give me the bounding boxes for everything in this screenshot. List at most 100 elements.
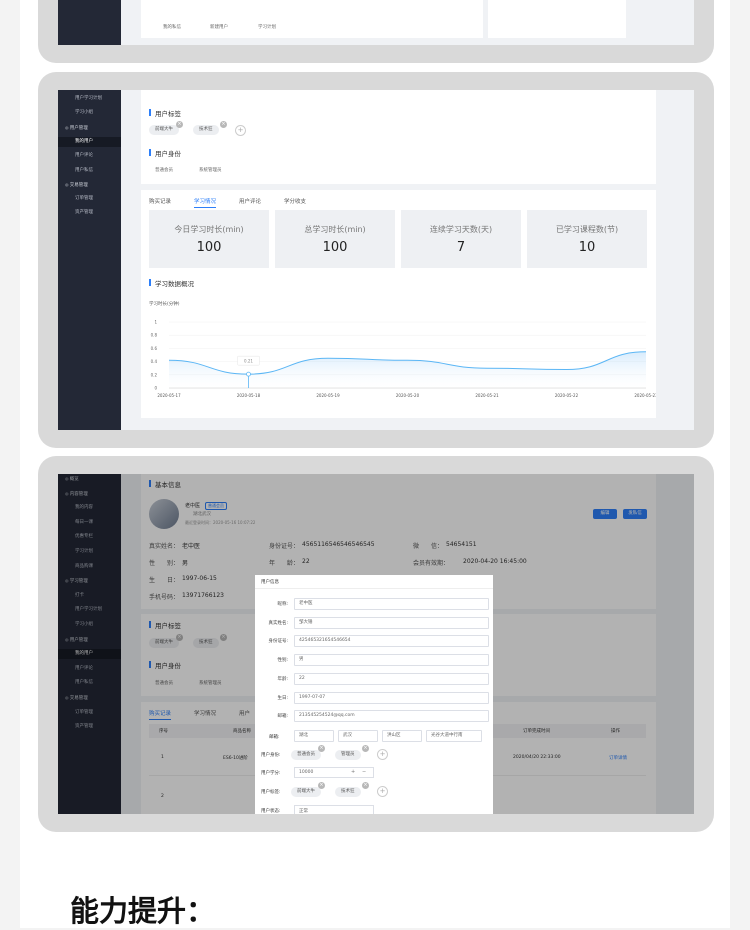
tag-remove-icon[interactable]: × [318, 782, 325, 789]
sidebar-item[interactable]: ◎ 交易管理 [58, 180, 121, 190]
x-tick-label: 2020-05-18 [237, 393, 261, 398]
sidebar-item[interactable]: 资产管理 [58, 208, 121, 218]
section-marker [149, 279, 151, 286]
modal-field: 性别:男 [261, 654, 491, 666]
field-input[interactable]: 425465321654546654 [294, 635, 489, 647]
city-select[interactable]: 武汉 [338, 730, 388, 742]
plus-icon[interactable]: + [351, 769, 355, 775]
x-tick-label: 2020-05-20 [396, 393, 420, 398]
user-tag[interactable]: 前端大牛 [149, 125, 179, 135]
field-input[interactable]: 22 [294, 673, 489, 685]
y-tick-label: 0.6 [151, 346, 158, 351]
address-input[interactable]: 光谷大道中行南 [426, 730, 486, 742]
stat-value: 100 [275, 240, 395, 255]
modal-field: 真实姓名: 邹大锤 [261, 617, 491, 629]
screenshot-3: ◎ 概览◎ 内容管理我的内容每日一课优惠专栏学习计划商品购课◎ 学习管理打卡用户… [58, 474, 694, 814]
section-marker [149, 109, 151, 116]
select-value: 湖北 [294, 730, 334, 742]
chart-ylabel: 学习时长(分钟) [149, 301, 180, 307]
screenshot-card-3: ◎ 概览◎ 内容管理我的内容每日一课优惠专栏学习计划商品购课◎ 学习管理打卡用户… [38, 456, 714, 832]
user-tag[interactable]: 前端大牛 [291, 787, 321, 797]
tag-label: 前端大牛 [297, 789, 315, 794]
field-label: 身份证号: [268, 638, 288, 644]
y-tick-label: 1 [154, 320, 157, 325]
x-tick-label: 2020-05-17 [157, 393, 181, 398]
minus-icon[interactable]: − [362, 769, 366, 775]
sidebar [58, 0, 121, 45]
input-value: 光谷大道中行南 [426, 730, 482, 742]
sidebar-item[interactable]: 学习小组 [58, 108, 121, 118]
identity-title: 用户身份 [155, 148, 181, 158]
sidebar: 用户学习计划学习小组 ◎ 用户管理我的用户用户评论用户私信 ◎ 交易管理订单管理资产… [58, 90, 121, 430]
tag-remove-icon[interactable]: × [176, 121, 183, 128]
select-value: 武汉 [338, 730, 378, 742]
sidebar-item[interactable]: 用户学习计划 [58, 94, 121, 104]
sidebar-item[interactable]: 我的用户 [58, 137, 121, 147]
y-tick-label: 0.2 [151, 372, 158, 377]
stat-card: 已学习课程数(节)10 [527, 210, 647, 268]
tab-comments[interactable]: 用户评论 [239, 197, 261, 205]
credit-value: 10000 [299, 770, 313, 775]
tag-remove-icon[interactable]: × [362, 745, 369, 752]
field-label: 真实姓名: [268, 620, 288, 626]
link-new-user[interactable]: 新建用户 [210, 24, 228, 30]
field-input[interactable]: 213545254524@qq.com [294, 710, 489, 722]
user-tag[interactable]: 技术狂 [335, 787, 361, 797]
modal-field: 昵称: 老中医 [261, 598, 491, 610]
x-tick-label: 2020-05-21 [475, 393, 499, 398]
sidebar-group-label: 交易管理 [70, 183, 88, 188]
modal-field: 年龄:22 [261, 673, 491, 685]
field-input[interactable]: 男 [294, 654, 489, 666]
district-select[interactable]: 洪山区 [382, 730, 432, 742]
stat-label: 总学习时长(min) [275, 224, 395, 235]
tag-remove-icon[interactable]: × [318, 745, 325, 752]
select-value: 洪山区 [382, 730, 422, 742]
tag-label: 技术狂 [341, 789, 355, 794]
x-tick-label: 2020-05-23 [634, 393, 656, 398]
sidebar-item[interactable]: 用户私信 [58, 166, 121, 176]
add-identity-icon[interactable]: + [377, 749, 388, 760]
identity-tag[interactable]: 普通会员 [291, 750, 321, 760]
add-tag-icon[interactable]: + [377, 786, 388, 797]
sidebar-item[interactable]: 用户评论 [58, 151, 121, 161]
status-label: 用户状态: [261, 808, 281, 814]
add-tag-icon[interactable]: + [235, 125, 246, 136]
modal-header [255, 575, 493, 589]
section-heading: 能力提升： [70, 888, 215, 930]
y-tick-label: 0.4 [151, 359, 158, 364]
link-study-plan[interactable]: 学习计划 [258, 24, 276, 30]
tag-remove-icon[interactable]: × [220, 121, 227, 128]
sidebar-item[interactable]: ◎ 用户管理 [58, 123, 121, 133]
stat-value: 10 [527, 240, 647, 255]
link-my-messages[interactable]: 我的私信 [163, 24, 181, 30]
screenshot-card-2: 用户学习计划学习小组◎ 用户管理我的用户用户评论用户私信◎ 交易管理订单管理资产… [38, 72, 714, 448]
tooltip-value: 0.21 [244, 359, 253, 364]
field-input[interactable]: 老中医 [294, 598, 489, 610]
tag-remove-icon[interactable]: × [362, 782, 369, 789]
identity-tag[interactable]: 管理员 [335, 750, 361, 760]
field-label: 昵称: [277, 601, 288, 607]
field-input[interactable]: 邹大锤 [294, 617, 489, 629]
field-input[interactable]: 1997-07-07 [294, 692, 489, 704]
modal-field: 生日:1997-07-07 [261, 692, 491, 704]
side-panel [488, 0, 626, 38]
section-marker [149, 149, 151, 156]
user-tag[interactable]: 技术狂 [193, 125, 219, 135]
sidebar-item[interactable]: 订单管理 [58, 194, 121, 204]
stat-card: 总学习时长(min) 100 [275, 210, 395, 268]
credit-stepper[interactable]: 10000 + − [294, 767, 374, 778]
tab-credits[interactable]: 学分收支 [284, 197, 306, 205]
content-panel [141, 0, 483, 38]
status-select[interactable]: 正常 [294, 805, 374, 814]
province-select[interactable]: 湖北 [294, 730, 344, 742]
tags-title: 用户标签 [155, 108, 181, 118]
tag-label: 前端大牛 [155, 127, 173, 132]
hover-point[interactable] [247, 372, 251, 376]
modal-title: 用户信息 [261, 579, 279, 585]
learning-panel: 购买记录 学习情况 用户评论 学分收支 今日学习时长(min)100 总学习时长… [141, 190, 656, 418]
tab-learning[interactable]: 学习情况 [194, 197, 216, 208]
tab-purchase[interactable]: 购买记录 [149, 197, 171, 205]
region-label: 邮箱: [269, 734, 280, 740]
field-label: 邮箱: [277, 713, 288, 719]
